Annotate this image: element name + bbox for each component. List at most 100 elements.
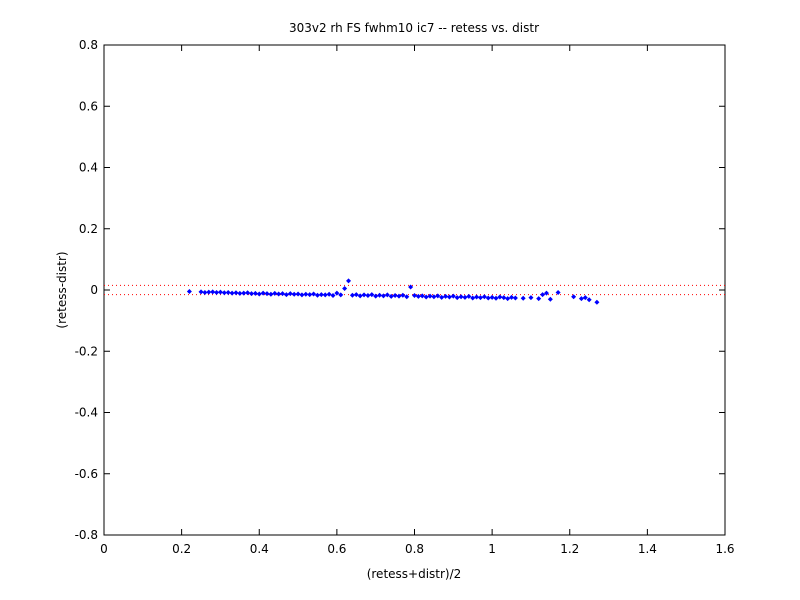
x-tick-label: 0.2 bbox=[172, 542, 191, 556]
data-point bbox=[287, 291, 293, 297]
data-point bbox=[536, 296, 542, 302]
data-point bbox=[377, 292, 383, 298]
data-point bbox=[369, 292, 375, 298]
data-point bbox=[295, 291, 301, 297]
y-tick-label: 0.8 bbox=[79, 38, 98, 52]
data-point bbox=[248, 291, 254, 297]
data-point bbox=[283, 292, 289, 298]
data-point bbox=[485, 295, 491, 301]
data-point bbox=[311, 291, 317, 297]
data-point bbox=[237, 290, 243, 296]
data-point bbox=[477, 295, 483, 301]
data-point bbox=[400, 292, 406, 298]
y-tick-label: 0 bbox=[90, 283, 98, 297]
data-point bbox=[396, 293, 402, 299]
data-point bbox=[388, 293, 394, 299]
data-point bbox=[365, 293, 371, 299]
y-axis-ticks: -0.8 -0.6 -0.4 -0.2 0 0.2 0.4 0.6 0.8 bbox=[75, 38, 725, 542]
data-point bbox=[334, 290, 340, 296]
y-tick-label: 0.4 bbox=[79, 161, 98, 175]
x-tick-label: 0 bbox=[100, 542, 108, 556]
data-point bbox=[186, 289, 192, 295]
data-point bbox=[291, 291, 297, 297]
data-point bbox=[353, 292, 359, 298]
x-tick-label: 1.2 bbox=[560, 542, 579, 556]
data-point bbox=[543, 290, 549, 296]
data-point bbox=[202, 289, 208, 295]
data-point bbox=[586, 297, 592, 303]
data-point bbox=[330, 293, 336, 299]
data-point bbox=[481, 294, 487, 300]
data-point bbox=[198, 289, 204, 295]
data-point bbox=[412, 293, 417, 299]
data-point bbox=[489, 294, 495, 300]
data-point bbox=[346, 278, 352, 284]
data-point bbox=[555, 289, 561, 295]
data-point bbox=[307, 292, 313, 298]
data-point bbox=[252, 290, 258, 296]
data-point bbox=[427, 293, 433, 299]
data-point bbox=[392, 293, 398, 299]
data-point bbox=[512, 295, 518, 301]
data-point bbox=[314, 292, 320, 298]
data-point bbox=[578, 296, 584, 302]
data-point bbox=[431, 294, 437, 300]
data-point bbox=[303, 291, 309, 297]
data-point bbox=[318, 292, 324, 298]
data-point bbox=[547, 296, 553, 302]
data-point bbox=[474, 294, 480, 300]
data-point bbox=[419, 293, 425, 299]
data-point bbox=[245, 290, 251, 296]
data-point bbox=[361, 292, 367, 298]
x-tick-label: 0.8 bbox=[405, 542, 424, 556]
data-point bbox=[214, 289, 220, 295]
x-tick-label: 1.4 bbox=[638, 542, 657, 556]
data-point bbox=[571, 294, 577, 300]
y-tick-label: 0.2 bbox=[79, 222, 98, 236]
data-point bbox=[264, 291, 270, 297]
data-point bbox=[217, 289, 223, 295]
y-tick-label: -0.6 bbox=[75, 467, 98, 481]
x-tick-label: 1 bbox=[488, 542, 496, 556]
data-point bbox=[229, 290, 235, 296]
data-point bbox=[509, 294, 515, 300]
data-point bbox=[322, 292, 328, 298]
y-tick-label: 0.6 bbox=[79, 99, 98, 113]
data-point bbox=[256, 291, 262, 297]
y-tick-label: -0.4 bbox=[75, 406, 98, 420]
data-point bbox=[493, 295, 499, 301]
chart-title: 303v2 rh FS fwhm10 ic7 -- retess vs. dis… bbox=[289, 21, 539, 35]
data-point bbox=[439, 294, 445, 300]
data-point bbox=[462, 294, 468, 300]
y-axis-label: (retess-distr) bbox=[55, 251, 69, 328]
data-point bbox=[384, 292, 390, 298]
data-point bbox=[408, 284, 414, 290]
data-point bbox=[338, 292, 344, 298]
data-points bbox=[186, 278, 600, 305]
data-point bbox=[505, 296, 511, 302]
x-tick-label: 1.6 bbox=[715, 542, 734, 556]
data-point bbox=[225, 289, 231, 295]
data-point bbox=[540, 292, 546, 298]
axes-box bbox=[103, 44, 726, 536]
data-point bbox=[528, 295, 534, 301]
data-point bbox=[470, 295, 476, 301]
data-point bbox=[450, 293, 456, 299]
data-point bbox=[268, 291, 274, 297]
x-tick-label: 0.6 bbox=[327, 542, 346, 556]
data-point bbox=[446, 294, 452, 300]
data-point bbox=[520, 295, 526, 301]
data-point bbox=[221, 290, 227, 296]
data-point bbox=[454, 295, 460, 301]
data-point bbox=[299, 292, 305, 298]
y-tick-label: -0.8 bbox=[75, 528, 98, 542]
data-point bbox=[380, 293, 386, 299]
data-point bbox=[206, 289, 212, 295]
data-point bbox=[423, 294, 429, 300]
y-tick-label: -0.2 bbox=[75, 344, 98, 358]
x-axis-label: (retess+distr)/2 bbox=[367, 567, 462, 581]
data-point bbox=[349, 292, 355, 298]
data-point bbox=[582, 295, 588, 301]
data-point bbox=[260, 290, 266, 296]
